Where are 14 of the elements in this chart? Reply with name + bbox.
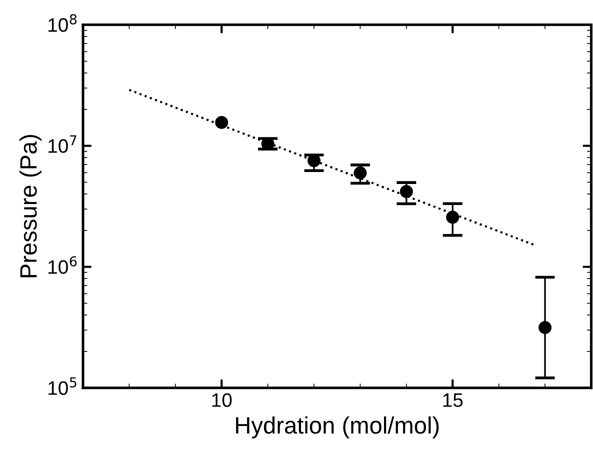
x-axis-title: Hydration (mol/mol) <box>236 416 439 438</box>
x-tick-label: 15 <box>443 393 463 408</box>
y-tick-label: 10$^{6}$ <box>48 256 77 274</box>
point <box>446 210 460 224</box>
point <box>400 185 413 198</box>
point <box>538 321 552 334</box>
y-tick-label: 10$^{8}$ <box>48 14 77 32</box>
point <box>215 116 228 129</box>
point <box>354 166 367 180</box>
y-axis-title: Pressure (Pa) <box>19 134 42 278</box>
x-tick-label: 10 <box>212 393 232 408</box>
point <box>308 154 321 168</box>
y-tick-label: 10$^{5}$ <box>48 377 76 395</box>
y-tick-label: 10$^{7}$ <box>48 135 76 153</box>
